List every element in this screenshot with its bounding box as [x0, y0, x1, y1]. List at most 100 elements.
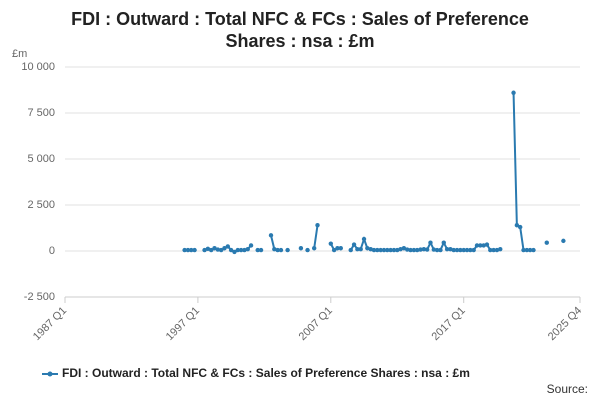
point [561, 238, 566, 244]
point [478, 243, 483, 248]
x-tick-label: 1987 Q1 [31, 305, 69, 343]
point [189, 247, 194, 253]
source: Source: [547, 382, 588, 396]
point [484, 242, 490, 247]
point [488, 247, 493, 253]
y-tick-label: 5 000 [27, 153, 55, 165]
point [451, 247, 456, 253]
point [215, 247, 221, 252]
point [368, 246, 373, 252]
point [378, 247, 383, 253]
x-tick-label: 2017 Q1 [430, 305, 468, 343]
point [448, 246, 453, 252]
y-tick-label: 7 500 [27, 107, 55, 119]
y-unit: £m [12, 48, 27, 60]
x-tick-label: 2007 Q1 [297, 305, 335, 343]
point [421, 246, 427, 252]
point [298, 246, 304, 251]
point [205, 246, 211, 251]
point [521, 247, 526, 253]
point [498, 246, 503, 252]
point [365, 246, 370, 251]
point [441, 240, 446, 245]
point [464, 247, 470, 253]
point [348, 247, 353, 253]
point [228, 247, 234, 253]
point [182, 247, 187, 253]
point [335, 246, 340, 251]
point [481, 243, 486, 248]
point [405, 247, 410, 252]
point [444, 246, 450, 252]
point [225, 244, 231, 249]
point [517, 224, 523, 230]
point [238, 247, 244, 253]
point [328, 241, 334, 246]
point [285, 247, 290, 253]
y-tick-label: 10 000 [21, 61, 55, 73]
y-tick-label: 2 500 [27, 199, 55, 211]
series-line [185, 93, 564, 252]
point [355, 246, 360, 252]
point [185, 247, 191, 253]
point [391, 247, 397, 253]
point [305, 247, 310, 253]
point [235, 247, 240, 253]
point [461, 247, 466, 253]
point [514, 223, 520, 228]
point [258, 247, 264, 253]
point [434, 247, 440, 253]
point [275, 247, 280, 253]
y-tick-label: 0 [49, 245, 55, 257]
point [371, 247, 377, 253]
point [222, 246, 227, 251]
point [411, 247, 417, 253]
point [395, 247, 400, 253]
point [401, 246, 407, 251]
point [245, 246, 250, 252]
point [524, 247, 530, 253]
point [192, 247, 197, 253]
point [361, 236, 367, 242]
point [338, 246, 343, 251]
point [438, 247, 443, 253]
point [424, 247, 430, 252]
point [385, 247, 390, 253]
legend-marker [47, 371, 53, 377]
point [375, 247, 380, 253]
point [202, 247, 207, 253]
point [248, 243, 254, 248]
point [398, 246, 403, 252]
chart-title: FDI : Outward : Total NFC & FCs : Sales … [71, 9, 529, 51]
point [491, 247, 496, 253]
point [468, 247, 473, 253]
point [471, 247, 476, 253]
point [351, 242, 357, 247]
point [494, 247, 500, 253]
point [454, 247, 460, 253]
point [428, 240, 433, 245]
legend-label: FDI : Outward : Total NFC & FCs : Sales … [62, 366, 470, 380]
point [255, 247, 260, 253]
point [358, 246, 363, 252]
point [381, 247, 387, 253]
x-tick-label: 2025 Q4 [546, 305, 584, 343]
point [311, 246, 317, 251]
point [272, 246, 277, 252]
point [544, 240, 549, 245]
point [212, 246, 217, 251]
point [418, 247, 423, 252]
point [431, 247, 437, 252]
point [232, 249, 237, 255]
point [414, 247, 420, 253]
point [208, 247, 214, 253]
point [527, 247, 533, 253]
point [458, 247, 463, 253]
point [408, 247, 413, 253]
y-tick-label: -2 500 [24, 291, 55, 303]
point [242, 247, 247, 253]
point [531, 247, 536, 253]
point [511, 90, 516, 95]
